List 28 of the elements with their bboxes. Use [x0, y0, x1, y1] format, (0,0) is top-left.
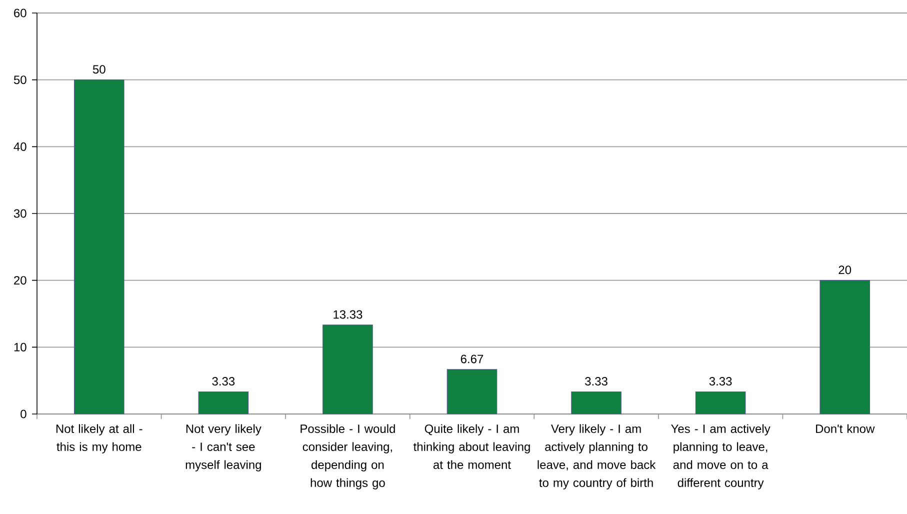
- x-tick-label: Not very likely - I can't see myself leaving: [186, 424, 262, 472]
- bar: [322, 324, 373, 414]
- data-label: 3.33: [585, 377, 608, 386]
- data-label: 13.33: [334, 310, 362, 319]
- y-tick-label: 30: [14, 209, 26, 218]
- x-tick-label: Yes - I am actively planning to leave, and move on to a different country: [671, 424, 770, 490]
- y-tick-label: 0: [20, 410, 26, 418]
- data-label: 3.33: [212, 377, 235, 386]
- y-tick-label: 40: [14, 142, 26, 151]
- data-label: 6.67: [460, 354, 484, 364]
- x-tick-label: Not likely at all - this is my home: [56, 424, 142, 454]
- data-label: 20: [838, 266, 852, 274]
- bar: [571, 391, 622, 414]
- y-tick-label: 60: [14, 8, 26, 18]
- bar: [446, 369, 498, 414]
- y-tick-label: 10: [14, 342, 26, 352]
- x-tick-label: Possible - I would consider leaving, depending on how things go: [300, 424, 395, 490]
- x-tick-label: Very likely - I am actively planning to leave, and move back to my country of birth: [538, 424, 656, 490]
- data-label: 3.33: [709, 377, 732, 386]
- data-label: 50: [92, 65, 106, 74]
- x-tick-label: Quite likely - I am thinking about leaving at the moment: [413, 424, 530, 470]
- bar: [74, 80, 124, 414]
- y-tick-label: 20: [14, 276, 26, 285]
- bar: [198, 391, 249, 414]
- x-tick-label: Don't know: [816, 424, 875, 434]
- bar: [695, 391, 746, 414]
- bar: [820, 280, 870, 414]
- y-tick-label: 50: [14, 76, 26, 84]
